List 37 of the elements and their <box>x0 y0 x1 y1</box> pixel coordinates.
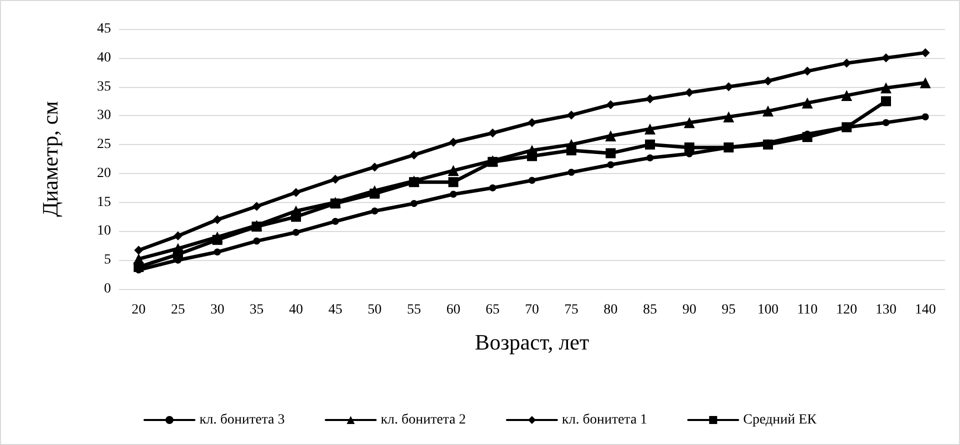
y-tick-label: 0 <box>104 282 111 296</box>
x-tick-label: 20 <box>132 302 146 318</box>
y-tick-label: 40 <box>97 50 111 66</box>
x-tick-label: 30 <box>210 302 224 318</box>
x-tick-label: 25 <box>171 302 185 318</box>
x-tick-label: 35 <box>250 302 264 318</box>
x-tick-label: 65 <box>486 302 500 318</box>
x-tick-label: 60 <box>446 302 460 318</box>
y-tick-label: 5 <box>104 252 111 268</box>
legend-label: кл. бонитета 2 <box>380 412 466 428</box>
x-tick-label: 130 <box>876 302 896 318</box>
x-tick-label: 95 <box>722 302 736 318</box>
x-tick-label: 70 <box>525 302 539 318</box>
y-tick-label: 20 <box>97 166 111 181</box>
y-tick-label: 45 <box>97 22 111 36</box>
y-tick-label: 25 <box>97 137 111 152</box>
x-axis-title: Возраст, лет <box>474 330 590 354</box>
x-tick-label: 55 <box>407 302 421 318</box>
legend-label: Средний ЕК <box>743 412 818 428</box>
y-tick-label: 10 <box>97 224 111 239</box>
x-tick-label: 40 <box>289 302 303 318</box>
x-tick-label: 90 <box>682 302 696 318</box>
x-tick-label: 50 <box>368 302 382 318</box>
y-tick-label: 30 <box>97 108 111 124</box>
y-tick-label: 15 <box>97 194 111 210</box>
x-tick-label: 120 <box>836 302 858 318</box>
x-tick-label: 85 <box>643 302 657 318</box>
x-tick-label: 80 <box>604 302 618 318</box>
y-axis-title: Диаметр, см <box>38 101 62 217</box>
x-tick-label: 140 <box>914 302 936 318</box>
x-tick-label: 45 <box>328 302 342 318</box>
y-tick-label: 35 <box>97 79 111 94</box>
legend-label: кл. бонитета 3 <box>199 412 285 428</box>
legend-label: кл. бонитета 1 <box>562 412 648 428</box>
x-tick-label: 75 <box>564 302 578 318</box>
x-tick-label: 110 <box>797 302 818 318</box>
x-tick-label: 100 <box>758 302 778 318</box>
